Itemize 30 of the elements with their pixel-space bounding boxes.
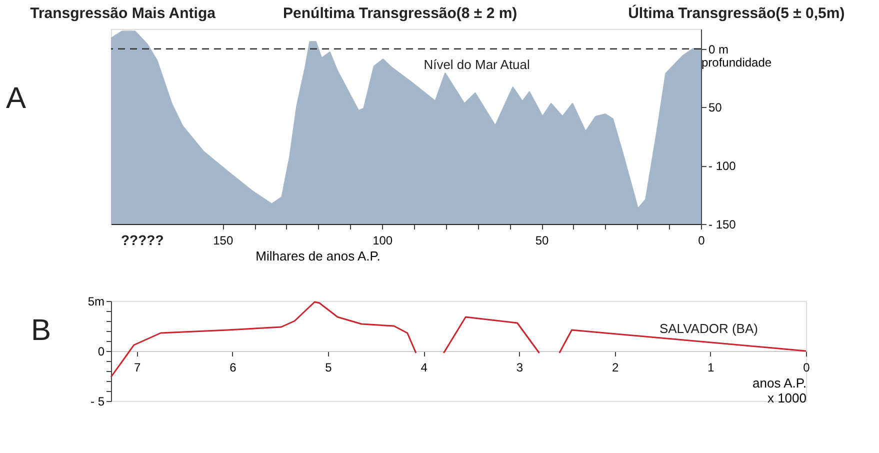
y-tick-label: 50: [708, 100, 722, 115]
x-tick-label: 4: [420, 360, 428, 374]
x-tick-label: 100: [372, 234, 393, 248]
text: B: [31, 314, 52, 347]
y-tick-label: - 150: [708, 218, 736, 232]
y-axis-title: profundidade: [702, 55, 772, 70]
y-tick-label: 0: [98, 344, 105, 358]
x-tick-label: 1: [708, 360, 715, 374]
x-tick-label: 150: [213, 234, 234, 248]
x-tick-label: 7: [134, 360, 141, 374]
x-tick-label: 5: [325, 360, 332, 374]
text: ?????: [121, 232, 164, 248]
text: Penúltima Transgressão(8 ± 2 m): [283, 5, 518, 22]
y-tick-label: 5m: [88, 294, 104, 308]
x-axis-title: Milhares de anos A.P.: [256, 248, 380, 264]
text: Transgressão Mais Antiga: [30, 5, 216, 22]
text: Última Transgressão(5 ± 0,5m): [628, 4, 845, 22]
x-tick-label: 0: [803, 360, 810, 374]
ref-line-label: Nível do Mar Atual: [424, 56, 530, 72]
text: A: [6, 82, 26, 115]
y-tick-label: - 100: [708, 159, 736, 174]
y-tick-label: - 5: [90, 394, 105, 408]
y-tick-label: 0 m: [708, 42, 729, 56]
x-tick-label: 2: [612, 360, 619, 374]
x-tick-label: 0: [698, 234, 706, 248]
annotation: SALVADOR (BA): [659, 321, 758, 336]
x-axis-title: anos A.P. x 1000: [752, 376, 806, 406]
x-tick-label: 6: [230, 360, 237, 374]
x-tick-label: 50: [535, 234, 550, 248]
x-tick-label: 3: [516, 360, 524, 374]
